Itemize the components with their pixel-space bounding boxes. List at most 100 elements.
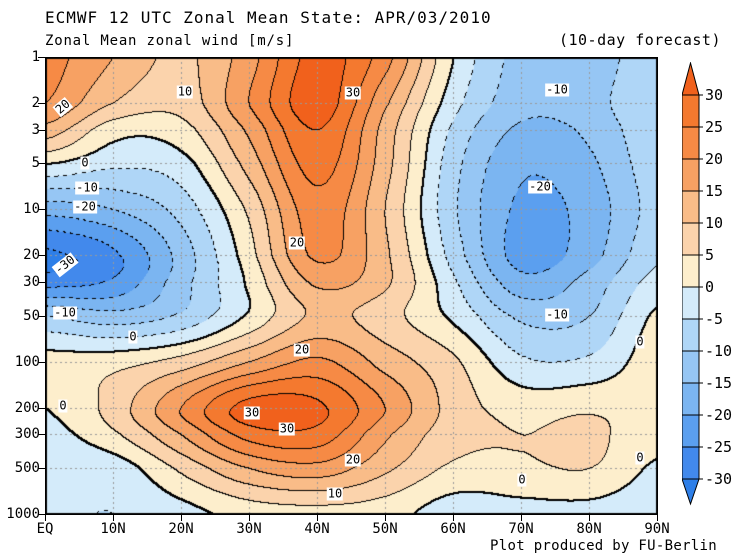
x-tick-label: 60N: [440, 521, 466, 537]
y-tick-label: 20: [23, 247, 40, 264]
y-tick-mark: [38, 130, 45, 131]
colorbar-band: [681, 158, 700, 192]
colorbar-band: [681, 446, 700, 480]
y-tick-mark: [38, 163, 45, 164]
x-tick-mark: [453, 515, 454, 521]
contour-label: 0: [635, 450, 645, 465]
y-tick-label: 1: [31, 49, 40, 65]
y-tick-label: 50: [23, 307, 40, 324]
contour-label: -10: [75, 180, 99, 195]
contour-label: -20: [73, 199, 97, 214]
y-tick-label: 1000: [6, 506, 40, 522]
y-tick-mark: [38, 255, 45, 256]
y-tick-label: 2: [31, 94, 40, 111]
colorbar: 30 25 20 15 10 5 0 -5 -10 -15 -20 -25 -30: [681, 61, 734, 518]
colorbar-band: [681, 350, 700, 384]
x-tick-label: 90N: [644, 521, 670, 537]
colorbar-tick-label: -15: [705, 374, 732, 392]
y-tick-mark: [38, 434, 45, 435]
forecast-note: (10-day forecast): [558, 31, 721, 49]
colorbar-band: [681, 190, 700, 224]
colorbar-tick-label: -20: [705, 406, 732, 424]
page-title: ECMWF 12 UTC Zonal Mean State: APR/03/20…: [45, 8, 492, 27]
contour-label: 20: [288, 235, 306, 250]
colorbar-tick-label: 15: [705, 182, 723, 200]
x-tick-mark: [45, 515, 46, 521]
y-tick-label: 300: [14, 426, 40, 443]
contour-canvas: [45, 57, 658, 515]
y-tick-mark: [38, 514, 45, 515]
contour-label: 30: [278, 421, 296, 436]
colorbar-svg: 30 25 20 15 10 5 0 -5 -10 -15 -20 -25 -30: [681, 61, 732, 506]
contour-label: -10: [545, 307, 569, 322]
y-tick-mark: [38, 408, 45, 409]
x-tick-mark: [317, 515, 318, 521]
x-tick-label: 10N: [100, 521, 126, 537]
contour-label: 0: [80, 155, 90, 170]
y-tick-mark: [38, 316, 45, 317]
y-tick-label: 10: [23, 201, 40, 218]
contour-label: 20: [293, 342, 311, 357]
contour-label: -10: [53, 305, 77, 320]
colorbar-tick-label: 10: [705, 214, 723, 232]
colorbar-band: [681, 254, 700, 288]
y-tick-label: 200: [14, 399, 40, 416]
contour-label: 10: [326, 486, 344, 501]
x-tick-mark: [657, 515, 658, 521]
y-tick-label: 5: [31, 155, 40, 172]
credit-text: Plot produced by FU-Berlin: [490, 538, 717, 554]
chart-subtitle: Zonal Mean zonal wind [m/s]: [45, 33, 295, 49]
contour-label: 0: [58, 398, 68, 413]
colorbar-arrow-top: [681, 61, 700, 96]
contour-label: -20: [528, 179, 552, 194]
colorbar-tick-label: -5: [705, 310, 723, 328]
colorbar-tick-label: -10: [705, 342, 732, 360]
colorbar-tick-label: 30: [705, 86, 723, 104]
contour-label: 10: [176, 84, 194, 99]
contour-plot: 20 0 -10 -20 -30 -10 0 0 10 30 -10 -20 20 20 30 30 20 10-…: [45, 57, 658, 515]
colorbar-band: [681, 286, 700, 320]
colorbar-band: [681, 126, 700, 160]
colorbar-band: [681, 222, 700, 256]
colorbar-band: [681, 414, 700, 448]
y-tick-label: 3: [31, 121, 40, 138]
y-tick-mark: [38, 209, 45, 210]
colorbar-band: [681, 382, 700, 416]
x-tick-label: 80N: [576, 521, 602, 537]
x-tick-mark: [249, 515, 250, 521]
x-tick-mark: [181, 515, 182, 521]
y-tick-mark: [38, 362, 45, 363]
contour-label: 0: [635, 334, 645, 349]
y-tick-mark: [38, 468, 45, 469]
contour-label: 20: [344, 452, 362, 467]
x-tick-label: 70N: [508, 521, 534, 537]
contour-label: 30: [344, 85, 362, 100]
y-tick-mark: [38, 57, 45, 58]
x-tick-mark: [589, 515, 590, 521]
x-tick-label: 50N: [372, 521, 398, 537]
x-tick-mark: [113, 515, 114, 521]
contour-label: 30: [243, 405, 261, 420]
colorbar-tick-label: 25: [705, 118, 723, 136]
colorbar-tick-label: -30: [705, 470, 732, 488]
y-tick-mark: [38, 103, 45, 104]
colorbar-tick-label: 0: [705, 278, 714, 296]
x-tick-mark: [385, 515, 386, 521]
colorbar-band: [681, 318, 700, 352]
x-tick-mark: [521, 515, 522, 521]
colorbar-tick-label: 5: [705, 246, 714, 264]
x-tick-label: 40N: [304, 521, 330, 537]
y-tick-label: 100: [14, 353, 40, 370]
colorbar-arrow-bottom: [681, 478, 700, 506]
colorbar-tick-label: 20: [705, 150, 723, 168]
colorbar-tick-label: -25: [705, 438, 732, 456]
y-tick-label: 500: [14, 460, 40, 477]
contour-label: 0: [128, 329, 138, 344]
colorbar-band: [681, 94, 700, 128]
y-tick-mark: [38, 282, 45, 283]
contour-label: -10: [545, 82, 569, 97]
x-tick-label: 20N: [168, 521, 194, 537]
x-tick-label: EQ: [36, 521, 54, 537]
y-tick-label: 30: [23, 274, 40, 290]
